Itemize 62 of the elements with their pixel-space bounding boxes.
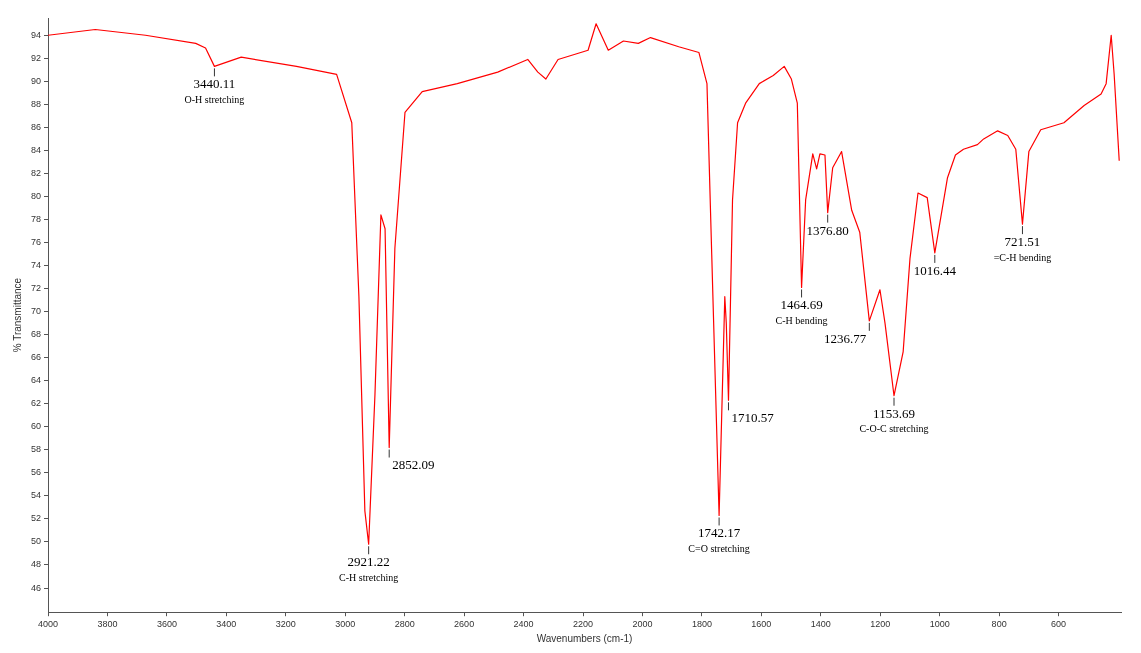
- x-tick-label: 3400: [216, 619, 237, 630]
- y-tick-label: 50: [31, 536, 42, 547]
- annotation: 1236.77: [824, 330, 867, 346]
- y-tick-label: 48: [31, 559, 42, 570]
- annotation: 1016.44: [913, 262, 957, 278]
- annotation: 1376.80: [806, 222, 849, 238]
- y-tick-label: 62: [31, 398, 42, 409]
- annotation: C=O stretching: [688, 543, 750, 555]
- y-tick-label: 90: [31, 75, 42, 86]
- annotation: 3440.11: [193, 76, 236, 92]
- annotation: 2852.09: [392, 457, 435, 473]
- y-tick-label: 94: [31, 29, 42, 40]
- x-tick-label: 3000: [335, 619, 356, 630]
- annotation: 1464.69: [780, 297, 823, 313]
- y-tick-label: 70: [31, 306, 42, 317]
- annotation: 1153.69: [873, 405, 915, 421]
- y-tick-label: 56: [31, 467, 42, 478]
- x-tick-label: 3200: [275, 619, 296, 630]
- y-tick-label: 74: [31, 260, 42, 271]
- y-tick-label: 64: [31, 375, 42, 386]
- x-tick-label: 4000: [38, 619, 59, 630]
- y-tick-label: 82: [31, 167, 42, 178]
- annotation: 1710.57: [731, 410, 775, 426]
- y-tick-label: 78: [31, 214, 42, 225]
- annotation: =C-H bending: [993, 251, 1052, 263]
- y-tick-label: 54: [31, 490, 42, 501]
- y-tick-label: 52: [31, 513, 42, 524]
- y-tick-label: 60: [31, 421, 42, 432]
- annotation: 2921.22: [347, 554, 390, 570]
- y-tick-label: 72: [31, 283, 42, 294]
- y-tick-label: 58: [31, 444, 42, 455]
- annotation: C-H stretching: [339, 571, 399, 583]
- x-tick-label: 1000: [929, 619, 950, 630]
- x-tick-label: 2000: [632, 619, 653, 630]
- x-axis-title: Wavenumbers (cm-1): [536, 632, 633, 644]
- y-tick-label: 46: [31, 582, 42, 593]
- x-tick-label: 1400: [810, 619, 831, 630]
- x-tick-label: 1800: [691, 619, 712, 630]
- y-tick-label: 88: [31, 98, 42, 109]
- y-tick-label: 86: [31, 121, 42, 132]
- y-tick-label: 76: [31, 237, 42, 248]
- x-tick-label: 1600: [751, 619, 772, 630]
- annotation: C-H bending: [775, 315, 828, 327]
- x-tick-label: 800: [991, 619, 1007, 630]
- y-axis-title: % Transmittance: [11, 277, 23, 353]
- annotation: 721.51: [1004, 234, 1041, 250]
- annotation: C-O-C stretching: [859, 423, 929, 435]
- y-tick-label: 68: [31, 329, 42, 340]
- x-tick-label: 600: [1051, 619, 1067, 630]
- x-tick-label: 3800: [97, 619, 118, 630]
- y-tick-label: 84: [31, 144, 42, 155]
- x-tick-label: 2600: [454, 619, 475, 630]
- y-tick-label: 80: [31, 190, 42, 201]
- y-tick-label: 66: [31, 352, 42, 363]
- y-tick-label: 92: [31, 52, 42, 63]
- x-tick-label: 2200: [573, 619, 594, 630]
- x-tick-label: 3600: [156, 619, 177, 630]
- x-tick-label: 2400: [513, 619, 534, 630]
- annotation: 1742.17: [697, 525, 741, 541]
- x-tick-label: 1200: [870, 619, 891, 630]
- annotation: O-H stretching: [184, 93, 245, 105]
- x-tick-label: 2800: [394, 619, 415, 630]
